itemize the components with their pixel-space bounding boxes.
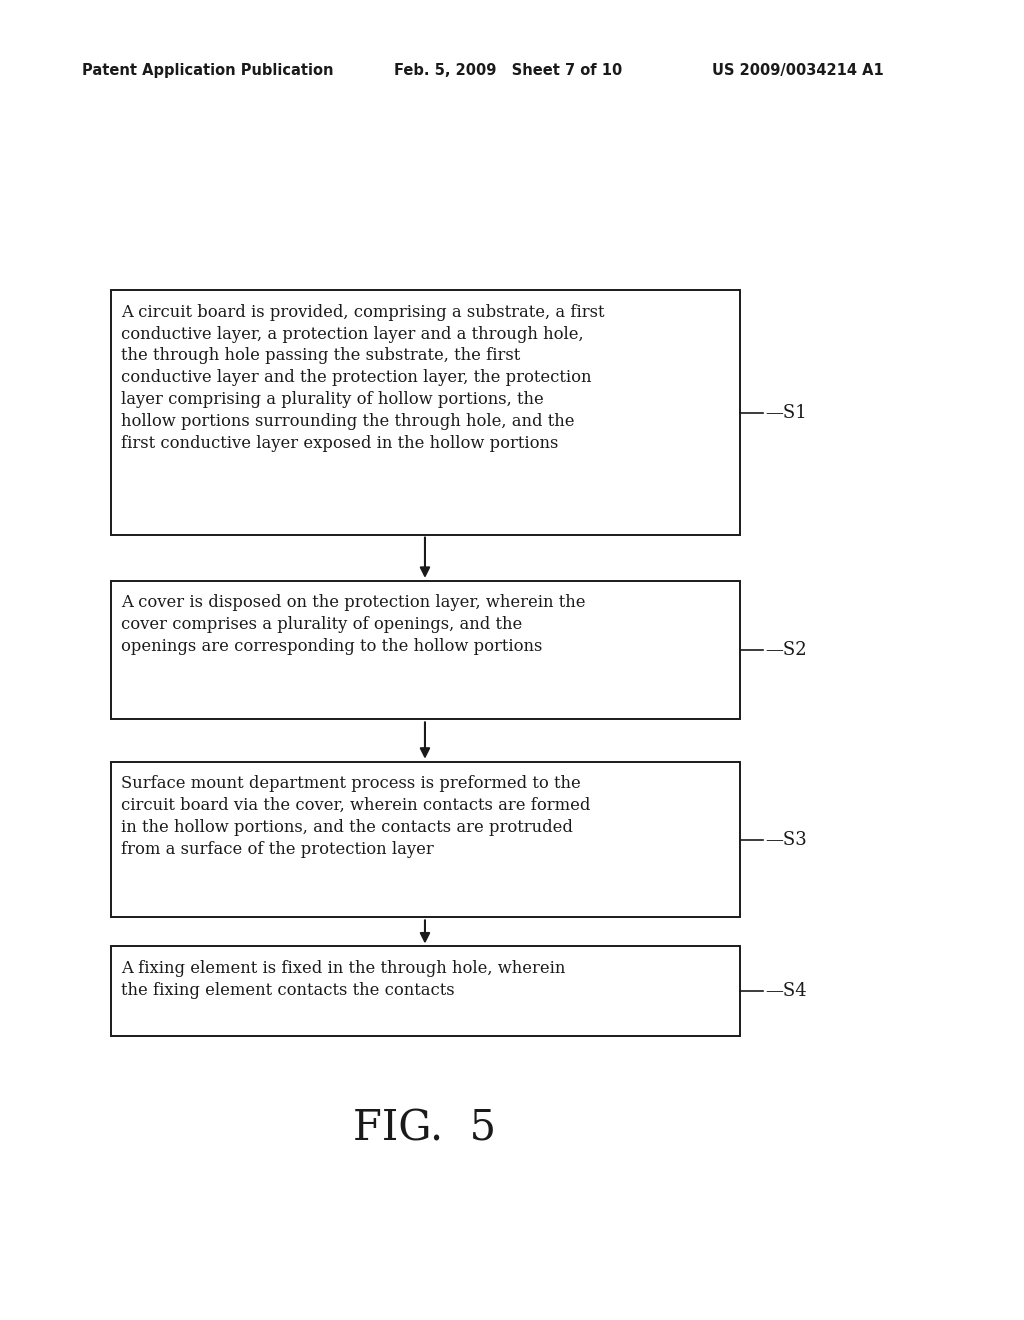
Text: A circuit board is provided, comprising a substrate, a first
conductive layer, a: A circuit board is provided, comprising … (121, 304, 604, 453)
Text: Patent Application Publication: Patent Application Publication (82, 63, 334, 78)
Text: FIG.  5: FIG. 5 (353, 1107, 497, 1150)
Bar (111, 290, 740, 535)
Text: —S1: —S1 (765, 404, 807, 421)
Bar (111, 762, 740, 917)
Text: A cover is disposed on the protection layer, wherein the
cover comprises a plura: A cover is disposed on the protection la… (121, 594, 586, 655)
Text: —S3: —S3 (765, 830, 807, 849)
Bar (111, 581, 740, 719)
Text: —S4: —S4 (765, 982, 807, 1001)
Bar (111, 946, 740, 1036)
Text: Surface mount department process is preformed to the
circuit board via the cover: Surface mount department process is pref… (121, 775, 590, 858)
Text: A fixing element is fixed in the through hole, wherein
the fixing element contac: A fixing element is fixed in the through… (121, 960, 565, 998)
Text: US 2009/0034214 A1: US 2009/0034214 A1 (712, 63, 884, 78)
Text: —S2: —S2 (765, 642, 807, 659)
Text: Feb. 5, 2009   Sheet 7 of 10: Feb. 5, 2009 Sheet 7 of 10 (394, 63, 623, 78)
